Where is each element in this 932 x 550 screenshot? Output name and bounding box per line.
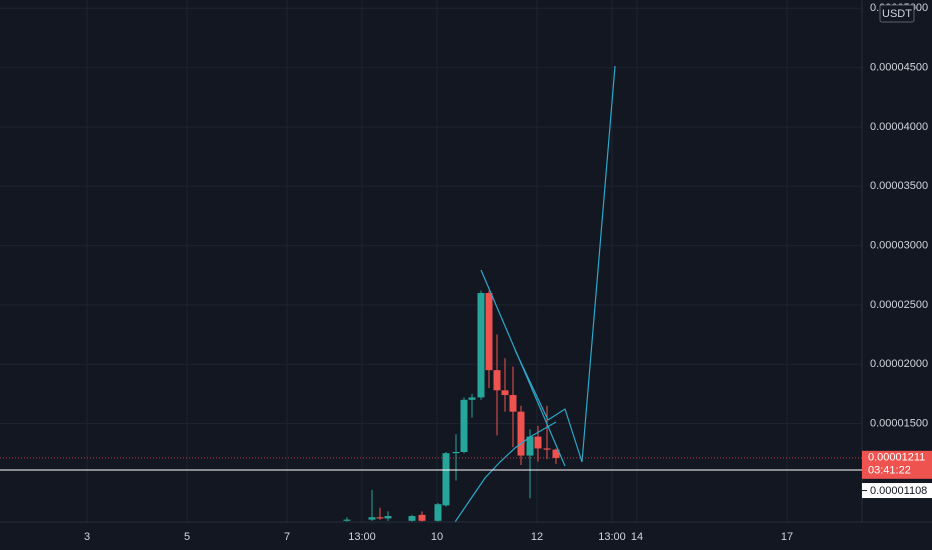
candle-body [442,453,450,506]
last-price-box [862,450,932,479]
mark-price-box [862,483,932,499]
y-tick-label: 0.00003500 [870,180,928,192]
mark-price-label: 0.00001108 [870,485,927,497]
candle-body [493,370,501,391]
x-tick-label: 10 [431,531,443,543]
candle-body [408,516,416,521]
candles [343,290,560,522]
y-tick-label: 0.00003000 [870,239,928,251]
candle-body [434,504,442,521]
y-tick-label: 0.00004500 [870,62,928,74]
unit-box [879,4,915,23]
candle-body [376,517,384,519]
candle-body [485,293,493,371]
candle-body [477,293,485,398]
y-tick-label: 0.00001500 [870,417,928,429]
y-tick-label: 0.00002500 [870,299,928,311]
candle-body [384,516,392,519]
x-tick-label: 13:00 [598,531,626,543]
x-tick-label: 5 [184,531,190,543]
y-tick-label: 0.00002000 [870,358,928,370]
countdown: 03:41:22 [868,465,911,477]
candle-body [501,390,509,396]
x-tick-label: 17 [781,531,793,543]
candle-body [343,519,351,521]
trend-line [547,65,616,463]
candle-body [526,436,534,456]
x-tick-label: 13:00 [348,531,376,543]
candle-body [418,514,426,521]
candle-body [509,395,517,412]
candle-body [552,449,560,458]
last-price-label: 0.00001211 [868,452,925,464]
candle-body [543,448,551,450]
y-tick-label: 0.00004000 [870,121,928,133]
candle-body [452,452,460,454]
candle-body [460,399,468,453]
drawings [454,65,616,523]
grid [0,0,862,522]
x-tick-label: 7 [284,531,290,543]
trend-line [514,349,549,421]
candle-body [468,397,476,400]
x-tick-label: 3 [84,531,90,543]
unit-label: USDT [882,8,912,20]
x-tick-label: 14 [631,531,643,543]
x-tick-label: 12 [531,531,543,543]
candle-body [368,517,376,520]
candle-body [517,411,525,456]
candle-body [534,436,542,449]
moving-average [454,421,557,523]
